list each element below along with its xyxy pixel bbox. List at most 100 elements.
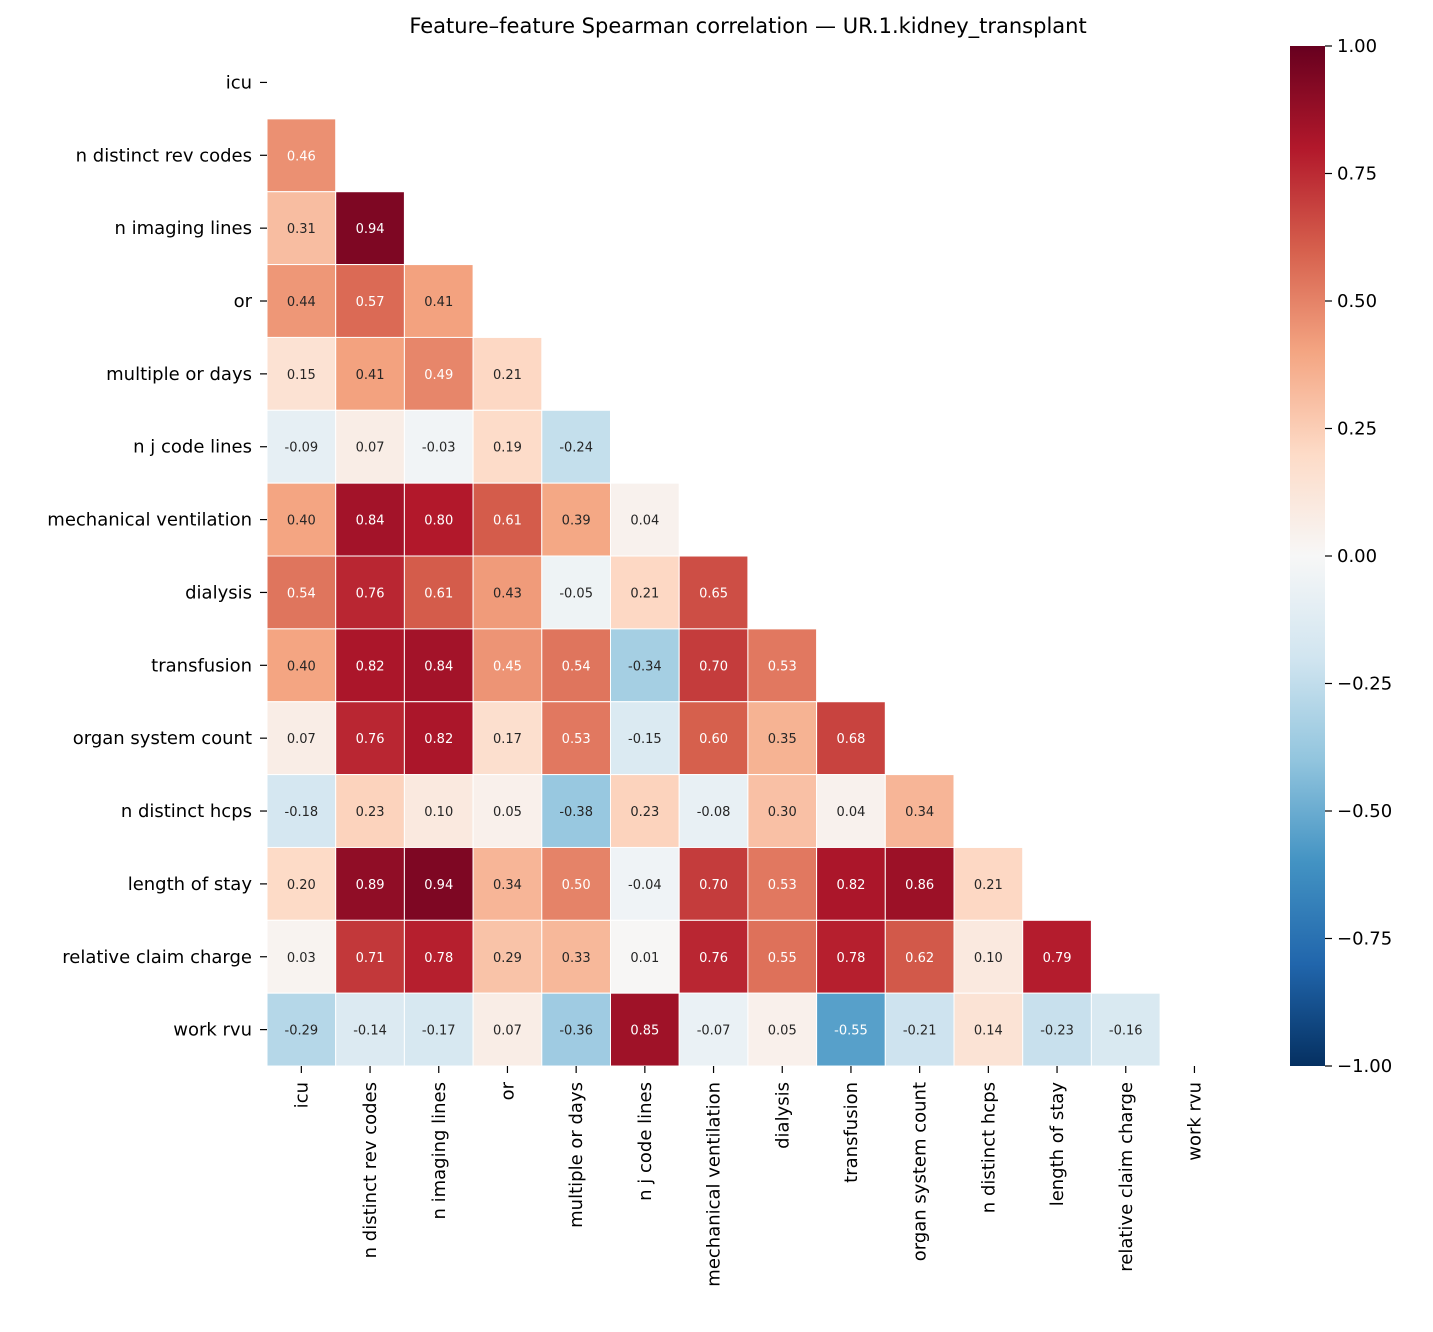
heatmap-cell [472,701,543,776]
cell-value-label: 0.84 [424,659,453,674]
cell-value-label: 0.94 [356,222,385,237]
heatmap-cell [747,628,818,703]
heatmap-cells: 0.46 0.31 0.94 0.44 0.57 0.41 0.15 0.41 0.49 0.21… [266,118,1161,1067]
cell-value-label: 0.65 [699,586,728,601]
heatmap-cell [472,774,543,848]
heatmap-cell [472,846,543,921]
cell-value-label: 0.57 [356,295,385,310]
heatmap-cell [266,191,337,266]
heatmap-cell [403,482,474,557]
cell-value-label: 0.61 [493,514,522,529]
cell-value-label: -0.21 [903,1024,937,1039]
cell-value-label: -0.15 [628,732,662,747]
heatmap-cell [678,919,749,994]
y-tick-label: multiple or days [106,364,252,385]
cell-value-label: 0.53 [562,732,591,747]
heatmap-cell [610,555,680,630]
heatmap-cell [884,919,955,994]
heatmap-cell [335,919,405,994]
heatmap-cell [953,846,1024,921]
cell-value-label: -0.17 [422,1024,456,1039]
heatmap-cell [816,774,886,848]
cell-value-label: 0.04 [630,514,659,529]
cell-value-label: 0.55 [768,951,797,966]
y-tick-label: or [234,291,253,312]
cell-value-label: 0.21 [493,368,522,383]
cell-value-label: 0.31 [287,222,316,237]
colorbar-tick-label: −0.50 [1337,801,1392,822]
cell-value-label: 0.21 [974,878,1003,893]
cell-value-label: 0.40 [287,659,316,674]
y-tick-label: mechanical ventilation [47,510,252,531]
heatmap-cell [335,409,405,484]
cell-value-label: 0.82 [424,732,453,747]
heatmap-cell [266,846,337,921]
cell-value-label: 0.19 [493,441,522,456]
heatmap-cell [403,992,474,1067]
cell-value-label: -0.18 [285,805,319,820]
y-tick-label: work rvu [173,1020,252,1041]
cell-value-label: 0.05 [493,805,522,820]
colorbar-tick-label: 0.75 [1337,164,1377,185]
heatmap-cell [335,482,405,557]
heatmap-cell [884,992,955,1067]
y-tick-label: icu [226,72,252,93]
heatmap-cell [472,482,543,557]
heatmap-cell [884,774,955,848]
heatmap-cell [678,701,749,776]
cell-value-label: -0.03 [422,441,456,456]
cell-value-label: 0.17 [493,732,522,747]
y-tick-label: length of stay [128,874,253,895]
heatmap-cell [816,701,886,776]
heatmap-cell [816,992,886,1067]
x-tick-label: transfusion [841,1082,862,1183]
chart-title: Feature–feature Spearman correlation — U… [409,14,1086,39]
heatmap-cell [610,701,680,776]
cell-value-label: 0.04 [836,805,865,820]
cell-value-label: 0.71 [356,951,385,966]
heatmap-cell [403,264,474,338]
colorbar-ticks: 1.00 0.75 0.50 0.25 0.00 −0.25 −0.50 −0.75 −1.00 [1325,36,1392,1077]
cell-value-label: 0.86 [905,878,934,893]
heatmap-cell [403,628,474,703]
cell-value-label: -0.14 [353,1024,387,1039]
y-tick-label: n distinct rev codes [76,145,252,166]
cell-value-label: -0.36 [559,1024,593,1039]
cell-value-label: 0.10 [424,805,453,820]
heatmap-cell [266,774,337,848]
colorbar-tick-label: 1.00 [1337,36,1377,57]
heatmap-cell [266,992,337,1067]
cell-value-label: 0.34 [905,805,934,820]
heatmap-cell [541,774,611,848]
cell-value-label: 0.70 [699,659,728,674]
cell-value-label: 0.78 [836,951,865,966]
cell-value-label: 0.89 [356,878,385,893]
cell-value-label: 0.44 [287,295,316,310]
heatmap-cell [610,774,680,848]
heatmap-cell [610,846,680,921]
colorbar-tick-label: 0.25 [1337,419,1377,440]
cell-value-label: 0.76 [356,586,385,601]
heatmap-cell [610,919,680,994]
cell-value-label: 0.07 [356,441,385,456]
cell-value-label: 0.68 [836,732,865,747]
cell-value-label: 0.43 [493,586,522,601]
heatmap-cell [472,409,543,484]
heatmap-cell [335,774,405,848]
x-tick-label: work rvu [1184,1082,1205,1161]
x-tick-label: multiple or days [566,1082,587,1228]
heatmap-cell [678,555,749,630]
colorbar-tick-label: −0.25 [1337,674,1392,695]
cell-value-label: 0.01 [630,951,659,966]
x-tick-label: dialysis [772,1082,793,1149]
cell-value-label: 0.45 [493,659,522,674]
cell-value-label: 0.54 [287,586,316,601]
cell-value-label: -0.34 [628,659,662,674]
y-tick-label: n j code lines [133,437,252,458]
heatmap-cell [816,919,886,994]
cell-value-label: 0.50 [562,878,591,893]
cell-value-label: 0.29 [493,951,522,966]
colorbar-tick-label: 0.00 [1337,546,1377,567]
cell-value-label: -0.04 [628,878,662,893]
y-axis-labels: icu n distinct rev codes n imaging lines or… [47,72,267,1041]
